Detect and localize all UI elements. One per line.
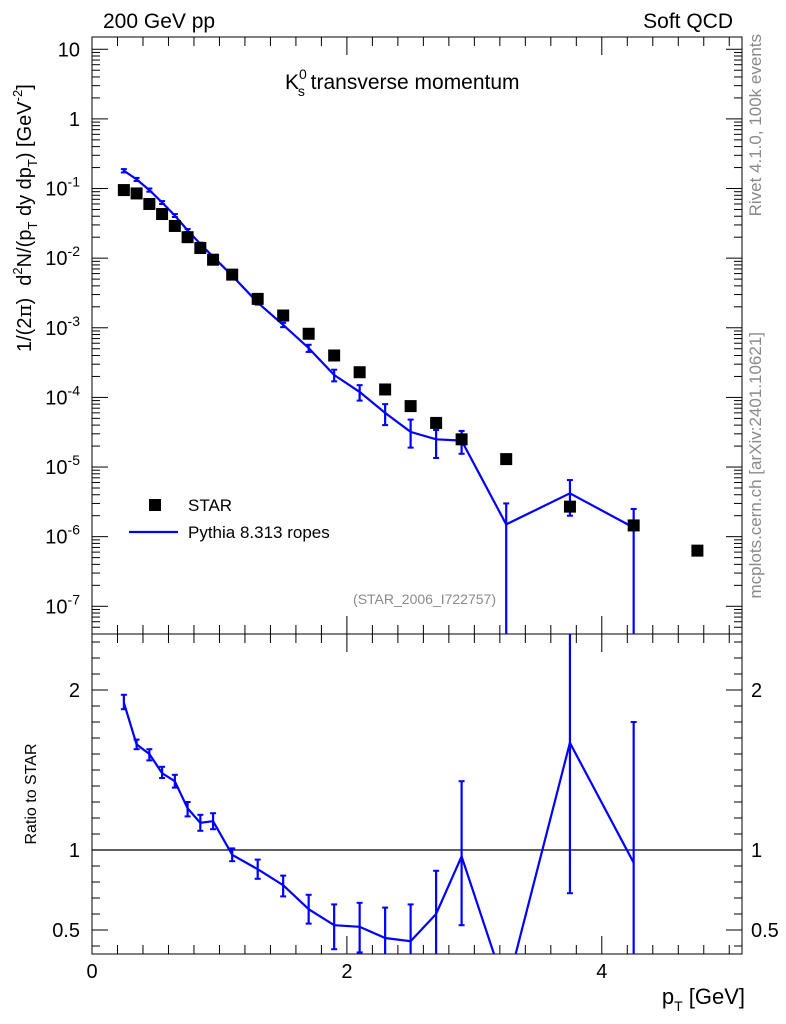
star-data-point xyxy=(207,253,220,266)
ratio-y-tick-label-left: 0.5 xyxy=(52,920,80,942)
header-left: 200 GeV pp xyxy=(103,10,215,33)
star-data-point xyxy=(500,453,513,466)
star-data-point xyxy=(404,400,417,413)
star-data-point xyxy=(168,219,181,232)
main-y-tick-label: 10-5 xyxy=(45,452,80,479)
main-y-tick-label: 10-7 xyxy=(45,591,80,618)
ratio-y-tick-label-right: 2 xyxy=(751,680,762,702)
star-data-point xyxy=(117,184,130,197)
main-y-tick-label: 1 xyxy=(69,109,80,131)
ratio-y-tick-label-left: 1 xyxy=(69,840,80,862)
ratio-series-line xyxy=(122,702,635,954)
x-axis-label: pT [GeV] xyxy=(662,984,745,1014)
main-data-layer xyxy=(117,168,704,634)
legend-star-label: STAR xyxy=(188,496,232,515)
ratio-axis-ticks xyxy=(91,634,742,954)
main-y-tick-label: 10-2 xyxy=(45,243,80,270)
main-y-tick-labels: 10 1 10-1 10-2 10-3 10-4 10-5 10-6 10-7 xyxy=(45,39,80,618)
rivet-version-text: Rivet 4.1.0, 100k events xyxy=(746,34,765,216)
star-data-point xyxy=(194,241,207,254)
ratio-data-layer xyxy=(92,634,742,954)
main-y-tick-label: 10-3 xyxy=(45,313,80,340)
ratio-y-tick-label-right: 1 xyxy=(751,840,762,862)
ratio-y-axis-label: Ratio to STAR xyxy=(23,743,40,844)
star-data-point xyxy=(430,416,443,429)
main-y-tick-label: 10-1 xyxy=(45,174,80,201)
header-right: Soft QCD xyxy=(643,10,733,33)
pythia-series-line xyxy=(123,169,635,529)
star-data-point xyxy=(627,519,640,532)
main-x-axis-ticks xyxy=(91,37,730,634)
main-y-tick-label: 10-4 xyxy=(45,382,80,409)
x-tick-label: 4 xyxy=(596,961,607,983)
main-y-tick-label: 10 xyxy=(58,39,80,61)
star-data-point xyxy=(691,544,704,557)
star-data-point xyxy=(277,309,290,322)
plot-title: K0 s transverse momentum xyxy=(285,66,520,99)
star-data-point xyxy=(143,197,156,210)
star-data-point xyxy=(181,231,194,244)
star-data-point xyxy=(302,327,315,340)
star-data-point xyxy=(130,187,143,200)
star-data-point xyxy=(328,349,341,362)
star-data-point xyxy=(353,366,366,379)
ratio-tick-labels: 2 2 1 1 0.5 0.5 0 2 4 xyxy=(52,680,779,983)
x-tick-label: 2 xyxy=(341,961,352,983)
legend-star-marker xyxy=(149,499,161,511)
star-data-point xyxy=(563,500,576,513)
main-y-axis-label: 1/(2π)d2N/(pT dy dpT) [GeV-2] xyxy=(10,84,40,352)
ratio-y-tick-label-right: 0.5 xyxy=(751,920,779,942)
ratio-y-tick-label-left: 2 xyxy=(69,680,80,702)
x-tick-label: 0 xyxy=(86,961,97,983)
ratio-plot-frame xyxy=(91,633,743,955)
mcplots-credit-text: mcplots.cern.ch [arXiv:2401.10621] xyxy=(746,332,765,598)
legend: STAR Pythia 8.313 ropes xyxy=(129,496,330,542)
star-data-point xyxy=(455,433,468,446)
main-y-axis-ticks xyxy=(92,48,742,635)
star-data-point xyxy=(379,383,392,396)
analysis-id-annotation: (STAR_2006_I722757) xyxy=(353,591,496,607)
legend-pythia-label: Pythia 8.313 ropes xyxy=(188,523,330,542)
star-data-point xyxy=(156,208,169,221)
main-y-tick-label: 10-6 xyxy=(45,522,80,549)
main-plot-frame xyxy=(91,36,743,635)
star-data-point xyxy=(251,292,264,305)
star-data-point xyxy=(226,268,239,281)
